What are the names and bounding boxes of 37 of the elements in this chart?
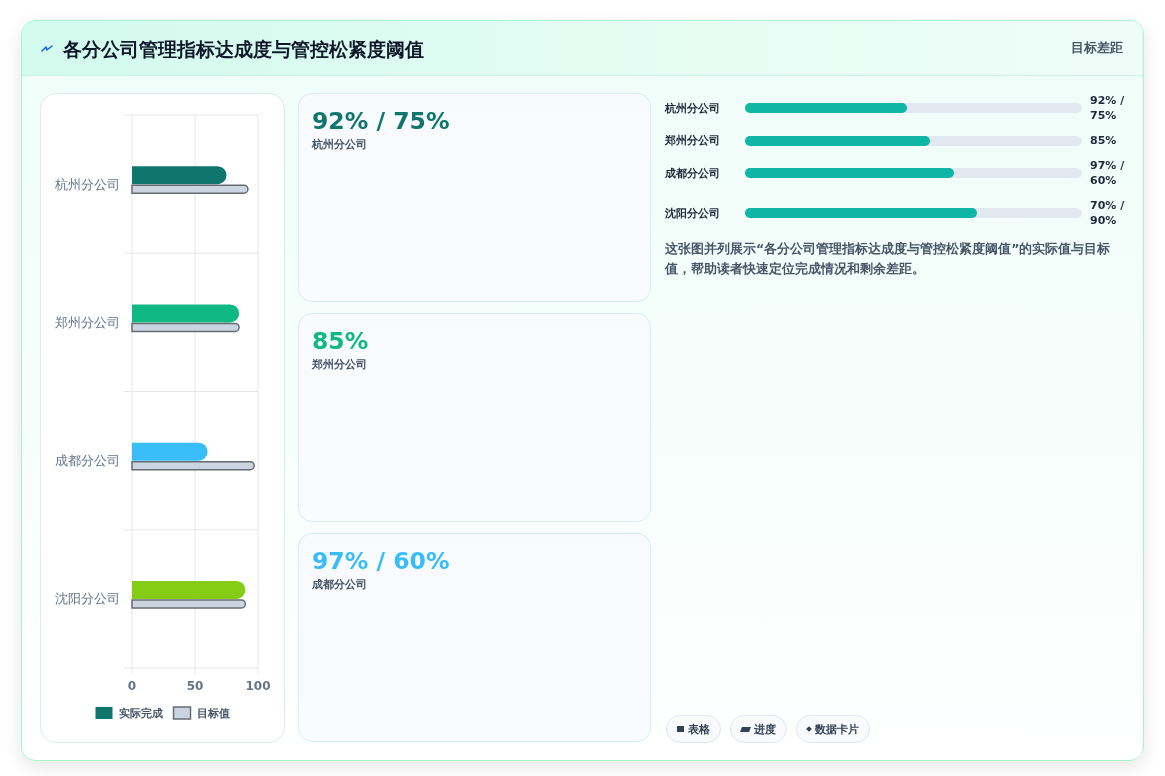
- text: 数据卡片: [815, 721, 859, 737]
- bar: [132, 304, 240, 323]
- x-tick-label: 100: [245, 679, 271, 693]
- text: 70% / 90%: [1090, 198, 1126, 228]
- text: 杭州分公司: [312, 137, 368, 153]
- bar: [131, 599, 247, 609]
- chart-title: 各分公司管理指标达成度与管控松紧度阈值: [63, 37, 424, 62]
- bar: [132, 166, 227, 185]
- text: 这张图并列展示“各分公司管理指标达成度与管控松紧度阈值”的实际值与目标值，帮助读者快速定位完成情况和剩余差距。: [665, 240, 1112, 278]
- bar: [132, 580, 246, 599]
- y-tick-label: 郑州分公司: [665, 133, 721, 148]
- text: 表格: [688, 721, 710, 737]
- y-tick-label: 杭州分公司: [665, 100, 721, 116]
- text: 进度: [754, 721, 776, 737]
- x-tick-label: 50: [186, 679, 204, 693]
- text: 97% / 60%: [1090, 158, 1126, 188]
- y-tick-label: 杭州分公司: [54, 176, 120, 192]
- y-tick-label: 沈阳分公司: [55, 591, 120, 607]
- y-tick-label: 郑州分公司: [55, 314, 120, 330]
- text: 成都分公司: [312, 577, 368, 593]
- y-tick-label: 沈阳分公司: [665, 205, 721, 221]
- legend-label: 实际完成: [118, 707, 163, 720]
- bar: [131, 460, 255, 471]
- x-tick-label: 0: [127, 679, 137, 693]
- text: 目标差距: [1071, 39, 1123, 57]
- y-tick-label: 成都分公司: [665, 165, 721, 181]
- legend-label: 目标值: [196, 707, 230, 720]
- bar: [132, 442, 208, 461]
- text: 92% / 75%: [1090, 93, 1126, 123]
- text: 郑州分公司: [312, 357, 368, 373]
- text: 85%: [1090, 133, 1118, 148]
- bar: [131, 322, 240, 333]
- text: 97% / 60%: [312, 546, 451, 576]
- text: 92% / 75%: [312, 106, 451, 136]
- y-tick-label: 成都分公司: [55, 453, 120, 469]
- text: 85%: [312, 326, 370, 356]
- bar: [131, 184, 249, 194]
